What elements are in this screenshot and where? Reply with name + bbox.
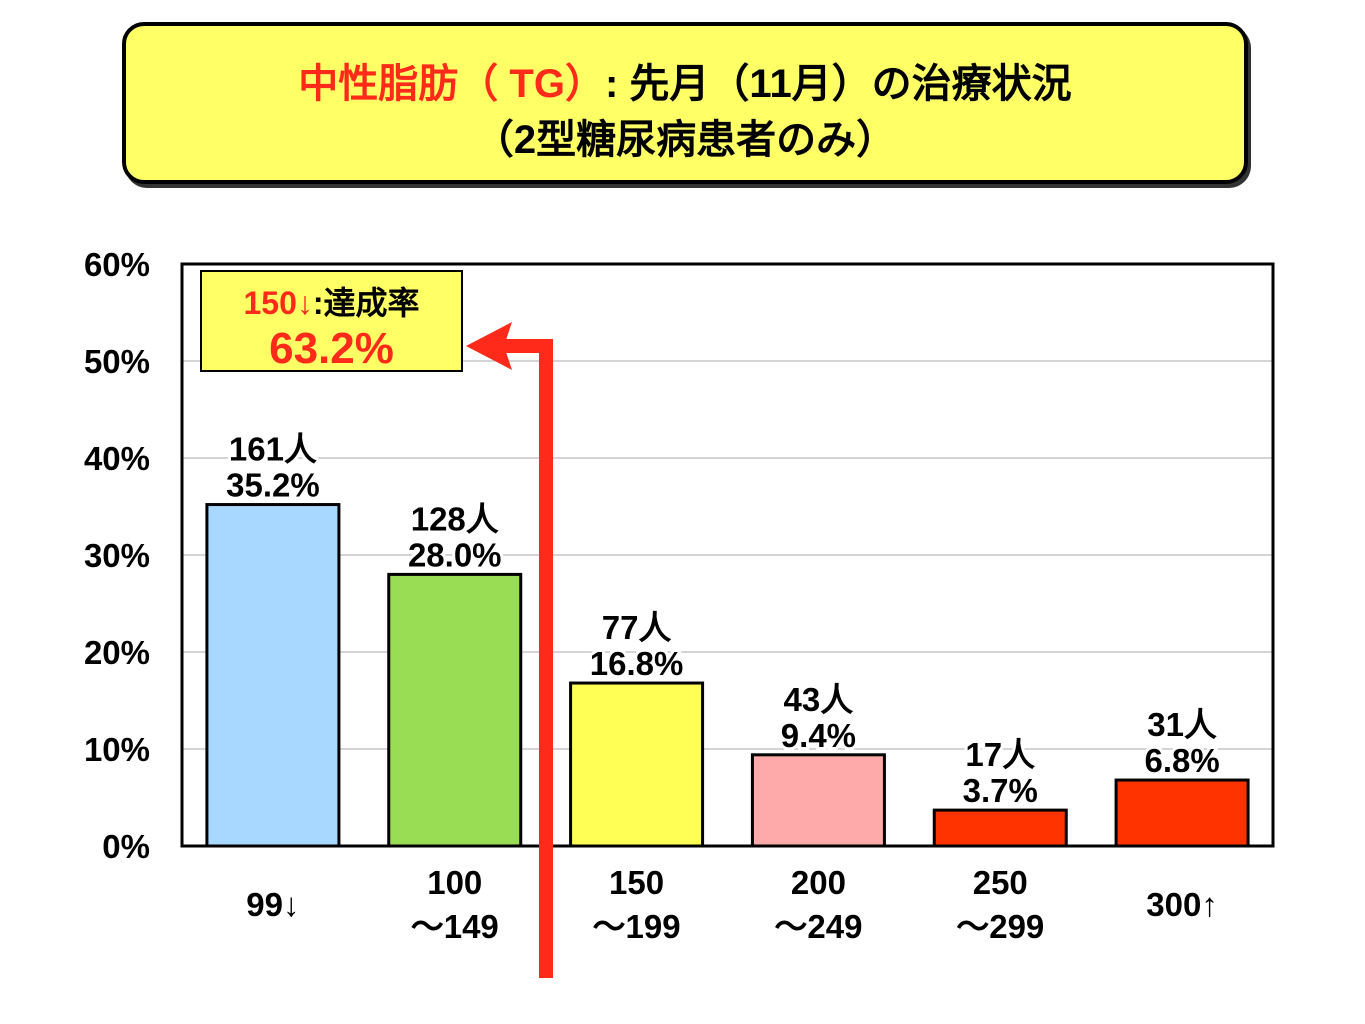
arrow-head-icon [466,322,512,370]
bar-value-label: 6.8% [1144,742,1219,779]
bar [205,503,341,848]
y-tick-label: 60% [84,246,150,283]
bar-value-label: 35.2% [226,467,320,504]
title-black: : 先月（11月）の治療状況 [604,62,1072,106]
x-tick-label: 150 [609,864,664,901]
x-tick-label: ～199 [593,908,681,945]
bar-value-label: 3.7% [963,772,1038,809]
bar-count-label: 77人 [602,609,672,646]
bar-value-label: 9.4% [781,717,856,754]
bar-count-label: 17人 [965,736,1035,773]
x-tick-label: ～249 [774,908,862,945]
bar-count-label: 128人 [411,500,499,537]
annotation-threshold: 150↓ [243,285,313,321]
x-tick-label: ～299 [956,908,1044,945]
title-red: 中性脂肪（ TG） [298,62,605,106]
bar-count-label: 43人 [784,681,854,718]
bar [569,681,705,848]
bar-count-label: 31人 [1147,706,1217,743]
y-tick-label: 30% [84,537,150,574]
arrow-line [500,339,553,978]
x-tick-label: 250 [973,864,1028,901]
y-tick-label: 50% [84,343,150,380]
bar [750,753,886,848]
x-tick-label: 100 [427,864,482,901]
bar-count-label: 161人 [229,431,317,468]
bar-value-label: 28.0% [408,536,502,573]
title-subtitle: （2型糖尿病患者のみ） [473,118,897,162]
y-tick-label: 20% [84,634,150,671]
x-tick-label: 200 [791,864,846,901]
x-tick-label: ～149 [411,908,499,945]
bar [387,572,523,848]
bar [932,808,1068,848]
annotation-label: :達成率 [312,285,420,321]
y-tick-label: 0% [102,828,150,865]
y-tick-label: 40% [84,440,150,477]
bar [1114,778,1250,848]
x-tick-label: 99↓ [246,886,299,923]
plot-frame [180,262,1275,848]
annotation-value: 63.2% [269,324,394,373]
bar-value-label: 16.8% [590,645,684,682]
achievement-annotation: 150↓:達成率 63.2% [200,270,463,373]
y-tick-label: 10% [84,731,150,768]
chart-title-box: 中性脂肪（ TG）: 先月（11月）の治療状況 （2型糖尿病患者のみ） [122,22,1248,184]
x-tick-label: 300↑ [1146,886,1218,923]
